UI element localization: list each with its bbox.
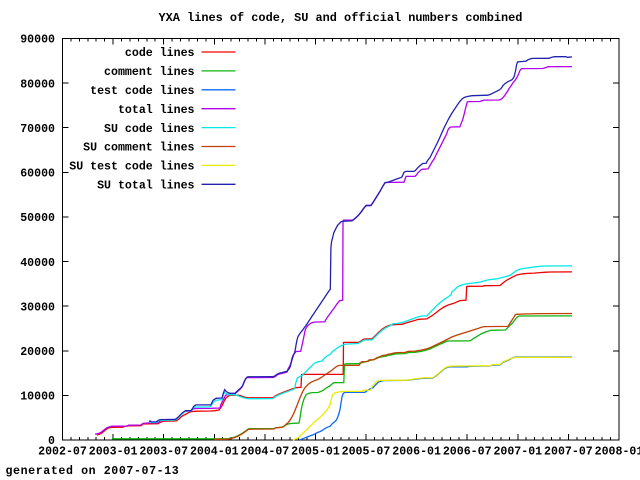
svg-text:60000: 60000 bbox=[20, 168, 55, 181]
svg-text:2006-07: 2006-07 bbox=[443, 446, 492, 459]
svg-text:2007-01: 2007-01 bbox=[493, 446, 542, 459]
svg-text:2003-07: 2003-07 bbox=[139, 446, 188, 459]
svg-text:20000: 20000 bbox=[20, 346, 55, 359]
svg-text:SU test code lines: SU test code lines bbox=[69, 161, 194, 174]
svg-text:2003-01: 2003-01 bbox=[89, 446, 138, 459]
svg-text:comment lines: comment lines bbox=[104, 66, 194, 79]
svg-text:code lines: code lines bbox=[125, 47, 195, 60]
svg-text:50000: 50000 bbox=[20, 212, 55, 225]
svg-text:2006-01: 2006-01 bbox=[392, 446, 441, 459]
svg-text:SU comment lines: SU comment lines bbox=[83, 142, 194, 155]
svg-text:30000: 30000 bbox=[20, 301, 55, 314]
svg-text:40000: 40000 bbox=[20, 257, 55, 270]
svg-text:2005-07: 2005-07 bbox=[342, 446, 391, 459]
svg-text:10000: 10000 bbox=[20, 391, 55, 404]
svg-text:SU code lines: SU code lines bbox=[104, 123, 194, 136]
svg-text:90000: 90000 bbox=[20, 34, 55, 47]
svg-text:2002-07: 2002-07 bbox=[38, 446, 87, 459]
svg-text:0: 0 bbox=[48, 435, 55, 448]
svg-text:2004-01: 2004-01 bbox=[190, 446, 239, 459]
svg-text:generated on 2007-07-13: generated on 2007-07-13 bbox=[6, 465, 180, 478]
svg-text:SU total lines: SU total lines bbox=[97, 180, 194, 193]
svg-text:YXA lines of code, SU and offi: YXA lines of code, SU and official numbe… bbox=[159, 11, 523, 25]
svg-text:2005-01: 2005-01 bbox=[291, 446, 340, 459]
svg-text:test code lines: test code lines bbox=[90, 85, 194, 98]
svg-text:80000: 80000 bbox=[20, 78, 55, 91]
svg-text:2007-07: 2007-07 bbox=[544, 446, 593, 459]
svg-text:2004-07: 2004-07 bbox=[241, 446, 290, 459]
svg-text:2008-01: 2008-01 bbox=[595, 446, 640, 459]
svg-text:70000: 70000 bbox=[20, 123, 55, 136]
svg-text:total lines: total lines bbox=[118, 104, 195, 117]
